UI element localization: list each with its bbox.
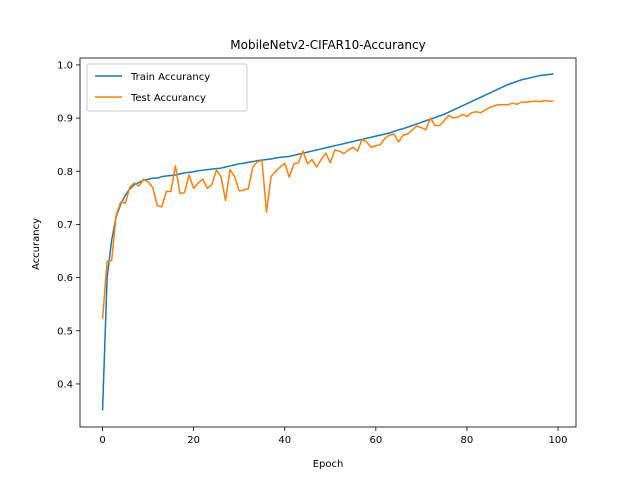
plot-area (101, 73, 554, 411)
chart-title: MobileNetv2-CIFAR10-Accurancy (230, 38, 426, 52)
x-axis: 0 20 40 60 80 100 (99, 427, 568, 446)
x-tick-label: 40 (278, 435, 291, 446)
y-tick-label: 0.9 (57, 114, 73, 125)
y-tick-label: 0.8 (57, 167, 73, 178)
y-axis: 0.4 0.5 0.6 0.7 0.8 0.9 1.0 (57, 60, 80, 390)
series-line-test (101, 99, 554, 320)
y-tick-label: 0.7 (57, 220, 73, 231)
x-tick-label: 60 (369, 435, 382, 446)
y-tick-label: 0.6 (57, 273, 73, 284)
legend-label-train: Train Accurancy (130, 72, 210, 83)
legend-label-test: Test Accurancy (130, 93, 206, 104)
x-tick-label: 100 (548, 435, 567, 446)
x-axis-label: Epoch (313, 459, 344, 470)
y-tick-label: 1.0 (57, 60, 73, 71)
legend: Train Accurancy Test Accurancy (86, 63, 248, 112)
x-tick-label: 20 (187, 435, 200, 446)
x-tick-label: 0 (99, 435, 105, 446)
series-line-train (101, 73, 554, 411)
legend-box (86, 63, 248, 112)
y-axis-label: Accurancy (31, 218, 42, 270)
x-tick-label: 80 (461, 435, 474, 446)
plot-frame (79, 57, 577, 428)
y-tick-label: 0.4 (57, 379, 73, 390)
y-tick-label: 0.5 (57, 326, 73, 337)
